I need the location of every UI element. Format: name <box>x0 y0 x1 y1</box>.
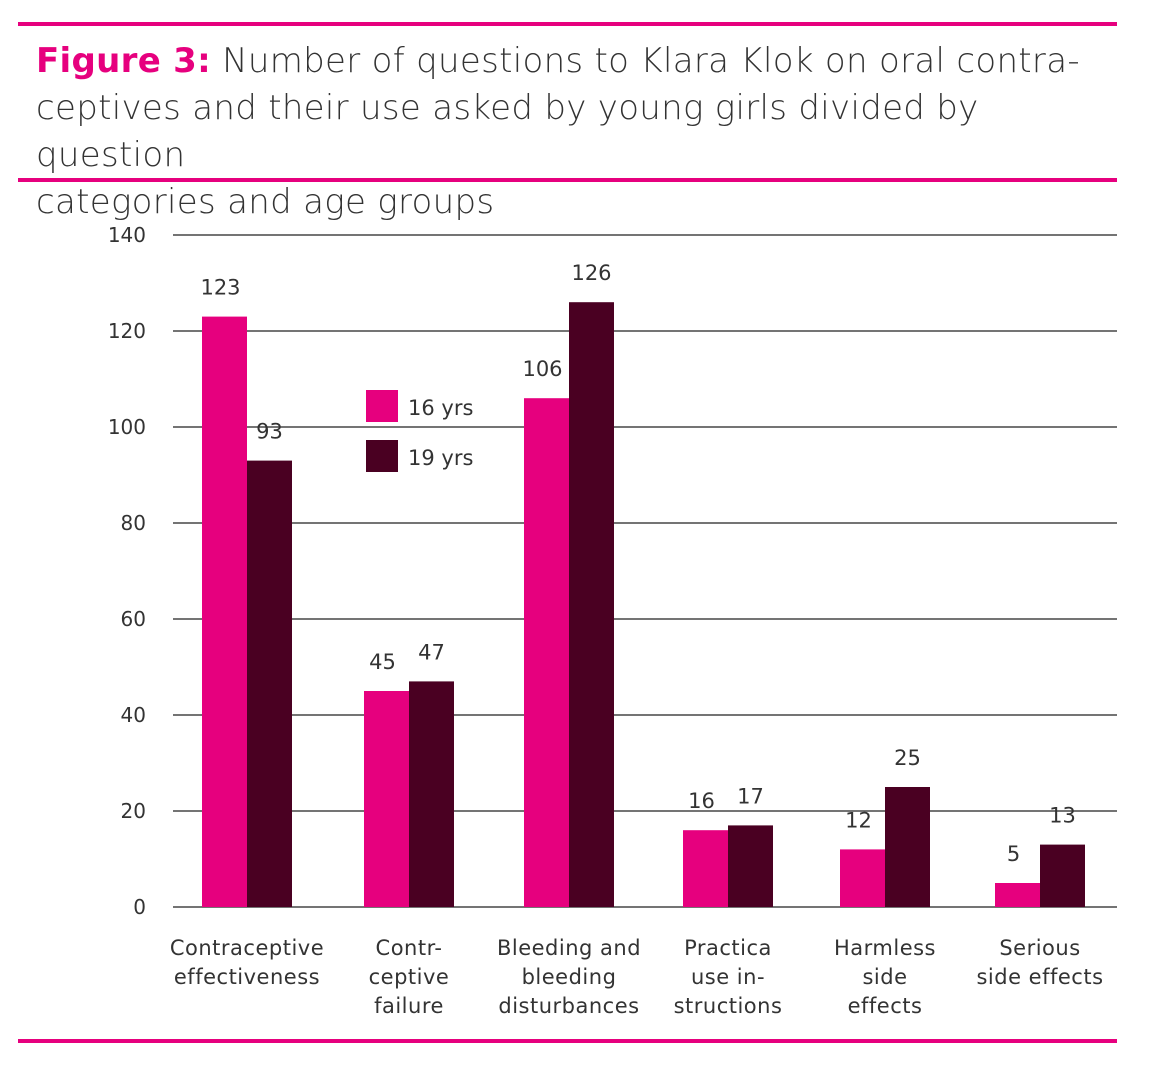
x-tick-label: effectiveness <box>174 965 320 989</box>
legend-label: 16 yrs <box>408 396 473 420</box>
data-label: 5 <box>1007 842 1020 866</box>
x-tick-label: disturbances <box>498 994 639 1018</box>
title-line-3: categories and age groups <box>36 182 495 222</box>
legend-swatch <box>366 440 398 472</box>
data-label: 12 <box>845 808 872 832</box>
bar-19-yrs <box>885 787 930 907</box>
bar-16-yrs <box>524 398 569 907</box>
y-tick-label: 120 <box>108 319 146 343</box>
x-tick-label: side effects <box>976 965 1103 989</box>
x-tick-label: Practica <box>684 936 772 960</box>
data-label: 13 <box>1049 804 1076 828</box>
x-tick-label: Serious <box>999 936 1080 960</box>
bar-19-yrs <box>1040 844 1085 907</box>
data-label: 25 <box>894 746 921 770</box>
legend-swatch <box>366 390 398 422</box>
x-tick-label: bleeding <box>522 965 617 989</box>
y-tick-label: 60 <box>121 607 146 631</box>
y-tick-label: 0 <box>133 895 146 919</box>
x-tick-label: Bleeding and <box>497 936 641 960</box>
top-rule <box>18 22 1117 26</box>
bar-16-yrs <box>995 883 1040 907</box>
data-label: 126 <box>571 261 611 285</box>
x-tick-label: effects <box>848 994 923 1018</box>
x-tick-label: side <box>862 965 907 989</box>
bar-19-yrs <box>569 302 614 907</box>
y-tick-label: 40 <box>121 703 146 727</box>
y-tick-label: 140 <box>108 223 146 247</box>
bar-19-yrs <box>409 681 454 907</box>
bar-16-yrs <box>840 849 885 907</box>
data-label: 106 <box>522 357 562 381</box>
title-line-2: ceptives and their use asked by young gi… <box>36 88 979 175</box>
data-label: 123 <box>200 276 240 300</box>
x-tick-label: ceptive <box>369 965 450 989</box>
data-label: 17 <box>737 784 764 808</box>
title-line-1: Number of questions to Klara Klok on ora… <box>222 41 1080 81</box>
x-tick-label: Harmless <box>834 936 936 960</box>
x-tick-label: use in- <box>691 965 765 989</box>
data-label: 45 <box>369 650 396 674</box>
x-tick-label: Contr- <box>376 936 443 960</box>
data-label: 47 <box>418 640 445 664</box>
y-tick-label: 20 <box>121 799 146 823</box>
bar-19-yrs <box>728 825 773 907</box>
bar-16-yrs <box>364 691 409 907</box>
x-tick-label: Contraceptive <box>170 936 324 960</box>
legend-label: 19 yrs <box>408 446 473 470</box>
x-tick-label: failure <box>374 994 444 1018</box>
data-label: 93 <box>256 420 283 444</box>
figure-label: Figure 3: <box>36 41 212 81</box>
data-label: 16 <box>688 789 715 813</box>
bottom-rule <box>18 1039 1117 1043</box>
bar-16-yrs <box>202 316 247 908</box>
y-tick-label: 80 <box>121 511 146 535</box>
bar-19-yrs <box>247 460 292 907</box>
bar-16-yrs <box>683 830 728 907</box>
y-tick-label: 100 <box>108 415 146 439</box>
x-tick-label: structions <box>674 994 783 1018</box>
figure-title: Figure 3: Number of questions to Klara K… <box>36 38 1116 226</box>
title-rule <box>18 178 1117 182</box>
